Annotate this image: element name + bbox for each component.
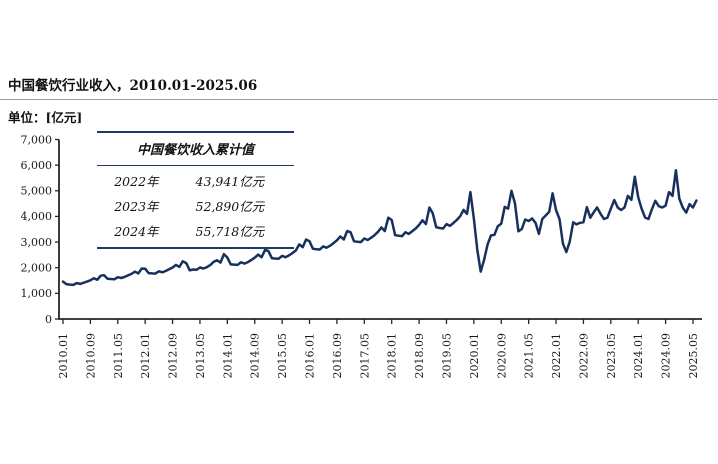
table-row-value: 55,718亿元 xyxy=(195,224,265,239)
revenue-line xyxy=(61,169,698,287)
x-tick-label: 2019.05 xyxy=(440,333,453,379)
table-row-year: 2024年 xyxy=(114,224,159,239)
table-row-value: 43,941亿元 xyxy=(195,174,265,189)
summary-table-title: 中国餐饮收入累计值 xyxy=(97,131,294,166)
x-tick-label: 2021.05 xyxy=(523,333,536,379)
summary-table: 中国餐饮收入累计值 2022年 43,941亿元 2023年 52,890亿元 2024… xyxy=(97,131,294,249)
x-tick-label: 2020.01 xyxy=(468,333,481,379)
x-tick-label: 2014.09 xyxy=(249,333,262,379)
x-tick-label: 2023.05 xyxy=(605,333,618,379)
x-tick-label: 2010.01 xyxy=(57,333,70,379)
table-row: 2022年 43,941亿元 xyxy=(97,168,294,193)
x-tick-label: 2014.01 xyxy=(221,333,234,379)
title-divider xyxy=(0,99,718,100)
x-tick-label: 2010.09 xyxy=(84,333,97,379)
x-tick-label: 2012.01 xyxy=(139,333,152,379)
x-tick-label: 2012.09 xyxy=(167,333,180,379)
y-tick-label: 2,000 xyxy=(21,262,53,275)
x-tick-label: 2022.01 xyxy=(550,333,563,379)
x-tick-label: 2018.01 xyxy=(386,333,399,379)
summary-table-body: 2022年 43,941亿元 2023年 52,890亿元 2024年 55,718亿元 xyxy=(97,166,294,249)
table-row: 2023年 52,890亿元 xyxy=(97,193,294,218)
x-tick-label: 2011.05 xyxy=(112,333,125,379)
table-row: 2024年 55,718亿元 xyxy=(97,218,294,243)
unit-label: 单位：[亿元] xyxy=(8,110,83,125)
page-title: 中国餐饮行业收入，2010.01-2025.06 xyxy=(8,78,258,94)
y-tick-label: 1,000 xyxy=(21,287,53,300)
y-tick-label: 7,000 xyxy=(21,133,53,146)
y-tick-label: 4,000 xyxy=(21,210,53,223)
y-tick-label: 0 xyxy=(45,313,52,326)
x-tick-label: 2013.05 xyxy=(194,333,207,379)
x-tick-label: 2016.01 xyxy=(304,333,317,379)
x-tick-label: 2016.09 xyxy=(331,333,344,379)
x-tick-label: 2024.01 xyxy=(632,333,645,379)
table-row-year: 2023年 xyxy=(114,199,159,214)
x-tick-label: 2018.09 xyxy=(413,333,426,379)
y-tick-label: 5,000 xyxy=(21,185,53,198)
x-tick-label: 2020.09 xyxy=(495,333,508,379)
x-tick-label: 2022.09 xyxy=(577,333,590,379)
x-tick-label: 2017.05 xyxy=(358,333,371,379)
y-tick-label: 3,000 xyxy=(21,236,53,249)
x-tick-label: 2024.09 xyxy=(660,333,673,379)
x-tick-label: 2015.05 xyxy=(276,333,289,379)
x-tick-label: 2025.05 xyxy=(687,333,700,379)
table-row-year: 2022年 xyxy=(114,174,159,189)
table-row-value: 52,890亿元 xyxy=(195,199,265,214)
y-tick-label: 6,000 xyxy=(21,159,53,172)
